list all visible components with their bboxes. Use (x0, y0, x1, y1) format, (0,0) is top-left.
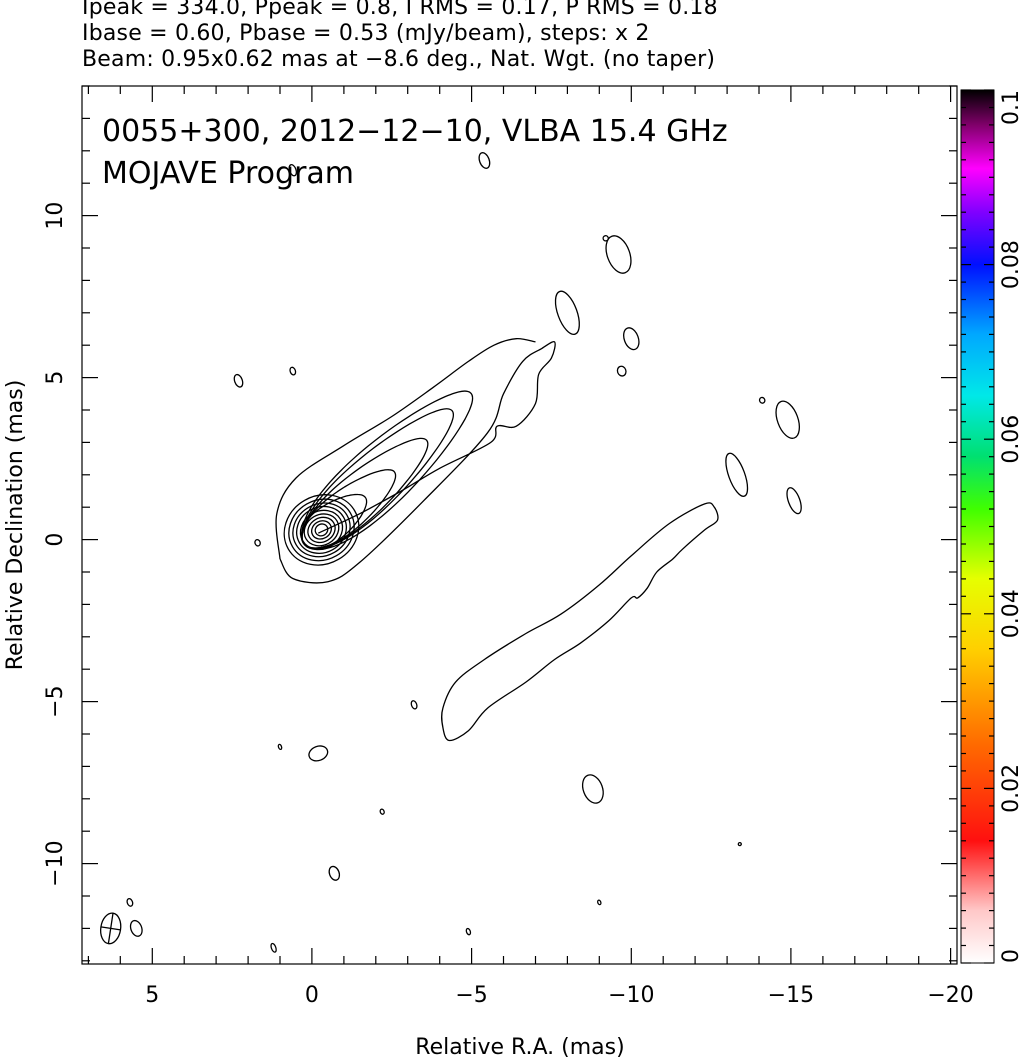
contour-island-3 (616, 365, 627, 377)
axis-ticks: 5 0 −5 −10 −15 −20 10 5 0 −5 −10 (43, 85, 974, 1008)
contour-island-11 (233, 373, 244, 388)
contour-island-4 (775, 400, 801, 439)
contour-island-12 (289, 366, 297, 376)
contour-island-1 (554, 290, 580, 336)
colorbar-tick-label: 0.1 (999, 90, 1022, 125)
x-tick-label: −5 (455, 983, 487, 1008)
core-contour-2 (292, 502, 351, 558)
contour-island-10 (288, 163, 298, 177)
y-tick-label: 5 (43, 371, 68, 385)
core-contour-6 (307, 516, 336, 544)
plot-title-line-1: 0055+300, 2012−12−10, VLBA 15.4 GHz (102, 114, 728, 149)
x-tick-label: 5 (145, 983, 159, 1008)
x-axis-title: Relative R.A. (mas) (415, 1035, 624, 1060)
contour-island-9 (478, 152, 491, 169)
contour-island-24 (129, 919, 143, 937)
plot-frame (81, 85, 958, 965)
colorbar-tick-label: 0 (999, 949, 1022, 963)
y-tick-label: 0 (43, 533, 68, 547)
x-tick-label: −20 (927, 983, 973, 1008)
contour-lines (99, 152, 802, 953)
outer-jet-contour (440, 502, 719, 742)
colorbar-ticks: 0 0.02 0.04 0.06 0.08 0.1 (961, 89, 1022, 964)
contour-island-5 (758, 396, 766, 404)
colorbar-tick-label: 0.06 (999, 415, 1022, 464)
contour-island-19 (328, 865, 341, 881)
contour-island-13 (254, 539, 261, 547)
x-tick-label: 0 (305, 983, 319, 1008)
contour-island-21 (737, 841, 742, 847)
y-tick-label: 10 (43, 202, 68, 230)
x-tick-label: −10 (608, 983, 654, 1008)
contour-island-7 (786, 487, 802, 515)
contour-island-14 (410, 700, 418, 710)
contour-island-8 (602, 235, 609, 242)
header-line-3: Beam: 0.95x0.62 mas at −8.6 deg., Nat. W… (82, 47, 716, 72)
y-tick-label: −5 (43, 685, 68, 717)
jet-contour-1 (301, 408, 455, 550)
core-contour-8 (314, 523, 329, 537)
contour-island-0 (605, 235, 632, 274)
contour-island-6 (725, 452, 749, 497)
contour-island-17 (581, 774, 604, 804)
colorbar-tick-label: 0.04 (999, 589, 1022, 638)
contour-island-18 (379, 808, 385, 815)
header-line-1: Ipeak = 334.0, Ppeak = 0.8, I RMS = 0.17… (82, 0, 718, 20)
contour-island-22 (465, 927, 472, 936)
inner-jet-contour-0 (279, 340, 556, 584)
header-line-2: Ibase = 0.60, Pbase = 0.53 (mJy/beam), s… (82, 21, 650, 46)
core-contour-0 (283, 494, 360, 566)
core-contour-3 (296, 505, 347, 554)
contour-island-25 (126, 897, 134, 907)
core-contour-4 (299, 509, 344, 551)
core-contour-5 (303, 513, 340, 547)
colorbar-tick-label: 0.02 (999, 764, 1022, 813)
contour-island-16 (277, 743, 283, 751)
y-axis-title: Relative Declination (mas) (3, 380, 28, 671)
contour-island-20 (597, 899, 602, 906)
beam-marker (99, 912, 122, 945)
x-tick-label: −15 (768, 983, 814, 1008)
plot-title-line-2: MOJAVE Program (102, 156, 354, 191)
core-contour-1 (288, 498, 355, 562)
y-tick-label: −10 (43, 840, 68, 886)
inner-jet-contour-1 (275, 338, 536, 560)
contour-island-23 (270, 942, 277, 953)
colorbar-tick-label: 0.08 (999, 240, 1022, 289)
contour-island-15 (308, 745, 329, 762)
contour-island-2 (623, 327, 640, 351)
beam-minor-axis (100, 926, 121, 931)
core-contour-7 (311, 520, 332, 540)
